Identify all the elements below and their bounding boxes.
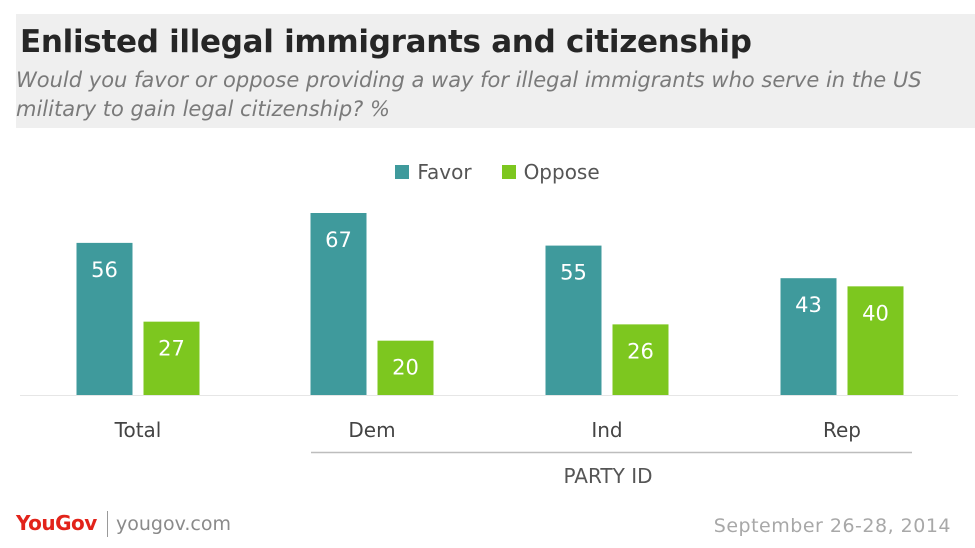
data-label-oppose-ind: 26 [627, 339, 654, 363]
data-label-favor-total: 56 [91, 258, 118, 282]
bar-oppose-ind [612, 324, 669, 395]
legend-item-oppose: Oppose [501, 160, 600, 184]
data-label-favor-rep: 43 [795, 293, 822, 317]
bar-oppose-total [143, 321, 200, 395]
legend-swatch-favor [395, 165, 410, 179]
legend-swatch-oppose [501, 165, 516, 179]
data-label-favor-ind: 55 [560, 261, 587, 285]
footer-site: yougov.com [116, 513, 231, 535]
category-label-ind: Ind [591, 418, 622, 442]
bar-favor-rep [780, 278, 837, 395]
category-label-dem: Dem [348, 418, 395, 442]
bar-favor-total [76, 242, 133, 395]
data-label-oppose-rep: 40 [862, 301, 889, 325]
legend-label-oppose: Oppose [523, 160, 600, 184]
bar-favor-dem [310, 213, 367, 395]
chart-header: Enlisted illegal immigrants and citizens… [16, 14, 975, 128]
chart-title: Enlisted illegal immigrants and citizens… [20, 24, 752, 60]
yougov-logo: YouGov [16, 511, 97, 535]
footer-divider [107, 511, 108, 537]
group-label-party-id: PARTY ID [564, 464, 653, 488]
data-label-oppose-dem: 20 [392, 356, 419, 380]
bar-oppose-dem [377, 340, 434, 395]
legend-item-favor: Favor [395, 160, 472, 184]
category-label-total: Total [114, 418, 162, 442]
bar-oppose-rep [847, 286, 904, 395]
legend: Favor Oppose [0, 160, 975, 184]
bar-favor-ind [545, 245, 602, 395]
category-label-rep: Rep [823, 418, 861, 442]
data-label-favor-dem: 67 [325, 228, 352, 252]
data-label-oppose-total: 27 [158, 337, 185, 361]
legend-label-favor: Favor [417, 160, 472, 184]
chart-subtitle: Would you favor or oppose providing a wa… [16, 68, 922, 121]
footer-date: September 26-28, 2014 [713, 515, 951, 537]
